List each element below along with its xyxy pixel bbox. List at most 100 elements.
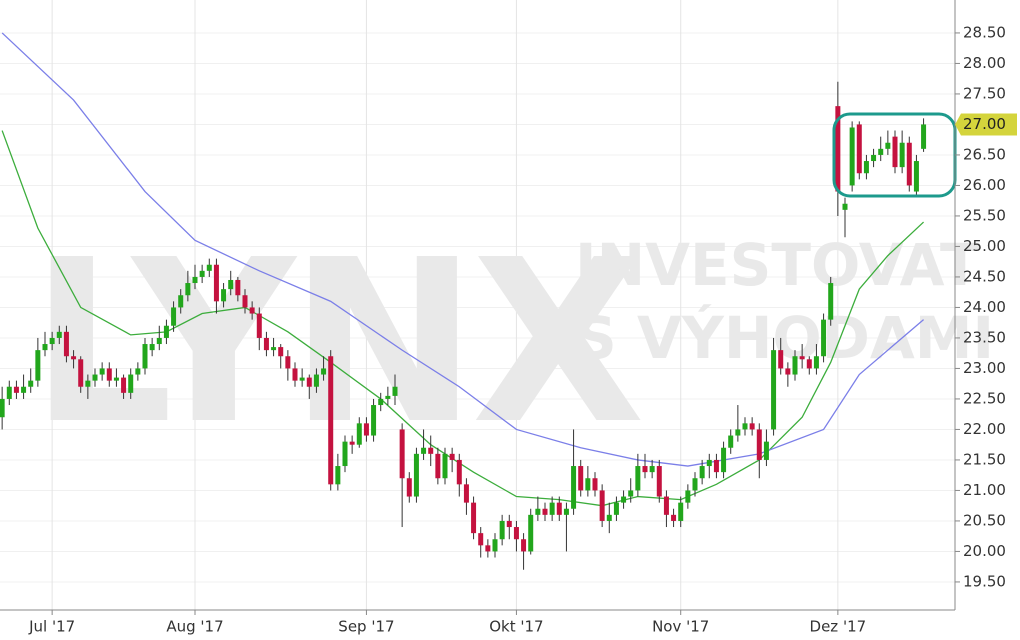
candle-body (263, 337, 269, 351)
candle-body (92, 374, 98, 381)
candle-body (506, 520, 512, 528)
axes: 19.50 20.00 20.50 21.00 21.50 22.00 22.50 23.00… (28, 23, 1017, 636)
candle-body (185, 283, 191, 296)
candle-body (521, 539, 527, 552)
candle-body (549, 502, 555, 515)
candle-body (856, 124, 862, 174)
candle-body (321, 368, 327, 375)
y-tick-label: 23.00 (963, 359, 1006, 377)
x-tick-label: Okt '17 (489, 618, 543, 636)
y-tick-label: 27.50 (963, 84, 1006, 102)
candle-body (792, 356, 798, 375)
candle-body (671, 514, 677, 521)
candle-body (78, 359, 84, 387)
candle-body (256, 313, 262, 338)
candle-body (421, 447, 427, 454)
candle-body (542, 508, 548, 515)
candle-body (799, 356, 805, 360)
candle-body (635, 466, 641, 491)
candle-body (899, 142, 905, 168)
candle-body (435, 453, 441, 479)
candle-body (192, 276, 198, 284)
candle-body (449, 453, 455, 460)
candle-body (463, 484, 469, 503)
candle-body (113, 377, 119, 381)
candle-body (42, 344, 48, 351)
y-tick-label: 28.50 (963, 23, 1006, 41)
candle-body (885, 142, 891, 149)
candle-body (499, 520, 505, 540)
candle-body (99, 368, 105, 375)
candle-body (585, 478, 591, 491)
candle-body (613, 502, 619, 515)
candle-body (906, 142, 912, 186)
candle-body (892, 136, 898, 168)
candle-body (285, 356, 291, 369)
watermark-line: S VÝHODAMI (575, 303, 994, 372)
candle-body (313, 374, 319, 387)
y-tick-label: 20.50 (963, 511, 1006, 529)
x-tick-label: Jul '17 (28, 618, 75, 636)
watermark-logo: LYNX (30, 212, 641, 474)
candle-body (163, 325, 169, 338)
candle-body (21, 386, 27, 393)
candle-body (135, 368, 141, 375)
candle-body (606, 514, 612, 521)
candle-body (442, 453, 448, 479)
candle-body (199, 270, 205, 277)
candle-body (371, 405, 377, 436)
candle-body (692, 478, 698, 491)
candle-body (763, 441, 769, 460)
candle-body (642, 466, 648, 473)
candle-body (128, 374, 134, 393)
candle-body (106, 368, 112, 381)
candle-body (628, 490, 634, 497)
candle-body (742, 423, 748, 430)
candle-body (356, 423, 362, 445)
candle-body (563, 508, 569, 515)
candle-body (728, 435, 734, 448)
candle-body (806, 359, 812, 369)
x-tick-label: Aug '17 (166, 618, 223, 636)
x-tick-label: Dez '17 (810, 618, 867, 636)
candle-body (706, 459, 712, 467)
candle-body (813, 356, 819, 369)
candle-body (878, 148, 884, 155)
x-tick-label: Nov '17 (652, 618, 709, 636)
candle-body (913, 161, 919, 192)
candle-body (63, 331, 69, 357)
candle-body (571, 466, 577, 509)
candle-body (213, 264, 219, 302)
candle-body (349, 441, 355, 445)
moving-average (1, 130, 925, 507)
x-tick-label: Sep '17 (338, 618, 394, 636)
candle-body (378, 398, 384, 406)
candle-body (178, 295, 184, 308)
y-tick-label: 26.50 (963, 145, 1006, 163)
candle-body (249, 307, 255, 314)
candle-body (621, 496, 627, 503)
last-price-label: 27.00 (963, 115, 1006, 133)
y-tick-label: 21.50 (963, 450, 1006, 468)
candle-body (35, 350, 41, 381)
candle-body (528, 514, 534, 552)
candle-body (156, 337, 162, 345)
candle-body (721, 447, 727, 473)
candle-body (0, 398, 5, 418)
candle-body (306, 377, 312, 387)
y-tick-label: 23.50 (963, 328, 1006, 346)
candle-body (171, 307, 177, 326)
candle-body (785, 368, 791, 375)
candle-body (485, 545, 491, 552)
moving-average (1, 32, 924, 467)
candle-body (513, 527, 519, 540)
candle-body (235, 279, 241, 296)
candle-body (221, 289, 227, 302)
candle-body (342, 441, 348, 467)
candle-body (28, 380, 34, 387)
candle-body (85, 380, 91, 387)
candle-body (713, 459, 719, 473)
candle-body (699, 466, 705, 479)
candle-body (206, 264, 212, 271)
